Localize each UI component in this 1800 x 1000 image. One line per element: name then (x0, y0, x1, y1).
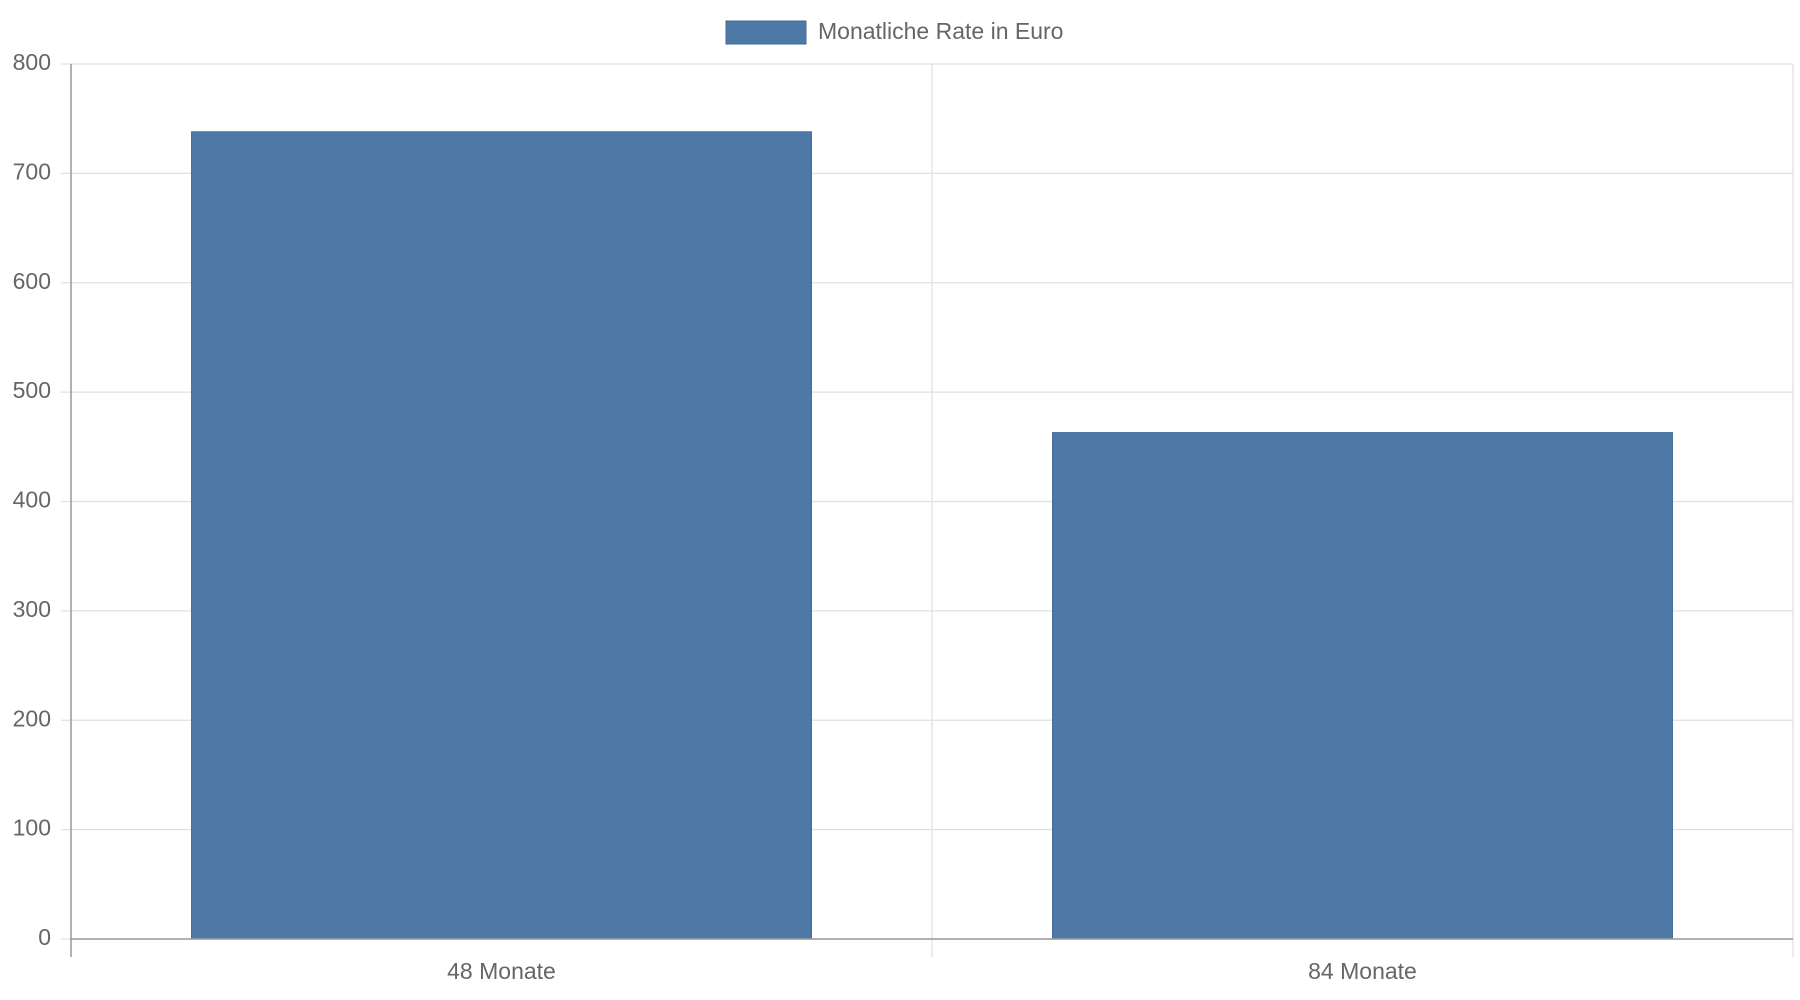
y-tick-label: 700 (13, 158, 51, 184)
legend-swatch (725, 20, 807, 45)
legend-label: Monatliche Rate in Euro (818, 18, 1063, 44)
y-tick-label: 0 (38, 924, 51, 950)
y-tick-label: 500 (13, 377, 51, 403)
bar (1052, 432, 1673, 940)
y-tick-label: 300 (13, 596, 51, 622)
bar (191, 131, 812, 940)
x-tick-label: 84 Monate (1308, 958, 1417, 984)
y-tick-label: 800 (13, 49, 51, 75)
y-tick-label: 100 (13, 815, 51, 841)
y-tick-label: 600 (13, 268, 51, 294)
x-tick-label: 48 Monate (447, 958, 556, 984)
y-tick-label: 400 (13, 487, 51, 513)
y-tick-label: 200 (13, 705, 51, 731)
